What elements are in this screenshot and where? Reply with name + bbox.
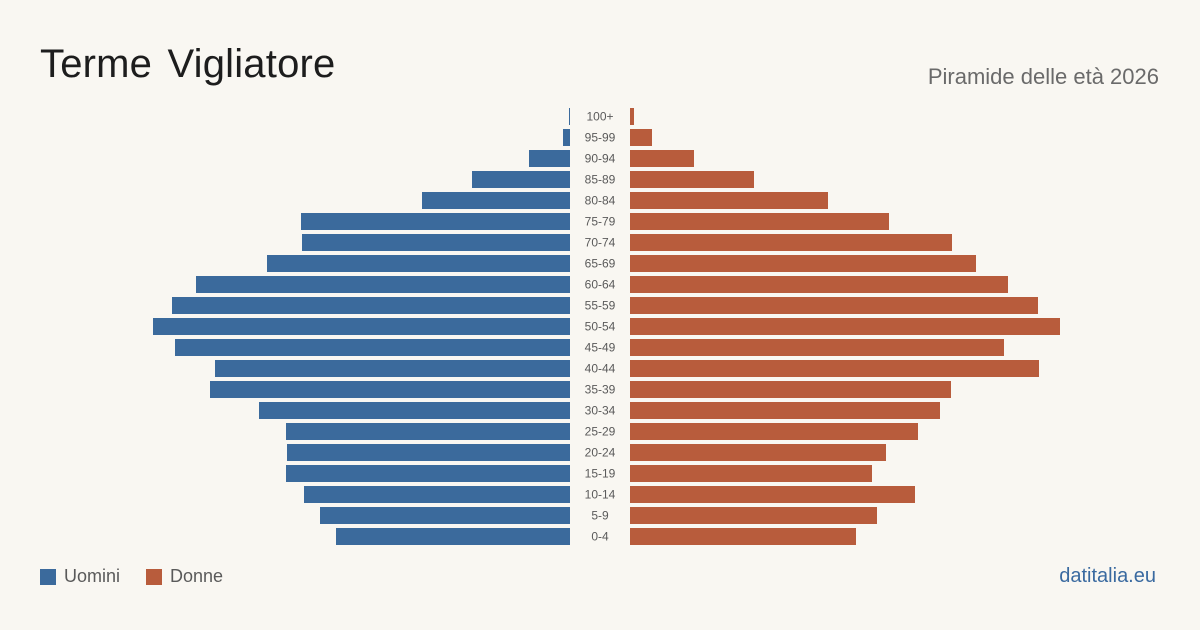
bar-men-10-14 xyxy=(304,486,570,503)
bar-men-85-89 xyxy=(472,171,570,188)
age-label-45-49: 45-49 xyxy=(585,341,616,355)
bar-men-40-44 xyxy=(215,360,570,377)
age-label-0-4: 0-4 xyxy=(591,530,609,544)
bar-men-75-79 xyxy=(301,213,570,230)
bar-women-10-14 xyxy=(630,486,915,503)
chart-legend: Uomini Donne xyxy=(40,566,249,587)
bar-women-85-89 xyxy=(630,171,754,188)
age-label-40-44: 40-44 xyxy=(585,362,616,376)
bar-women-75-79 xyxy=(630,213,889,230)
bar-men-80-84 xyxy=(422,192,570,209)
age-label-100+: 100+ xyxy=(586,110,613,124)
age-label-70-74: 70-74 xyxy=(585,236,616,250)
age-label-15-19: 15-19 xyxy=(585,467,616,481)
page-title: Terme Vigliatore xyxy=(40,42,336,86)
legend-item-women: Donne xyxy=(146,566,223,587)
bar-women-100+ xyxy=(630,108,634,125)
legend-item-men: Uomini xyxy=(40,566,120,587)
age-label-90-94: 90-94 xyxy=(585,152,616,166)
age-label-25-29: 25-29 xyxy=(585,425,616,439)
bar-men-15-19 xyxy=(286,465,570,482)
age-label-80-84: 80-84 xyxy=(585,194,616,208)
brand-link[interactable]: datitalia.eu xyxy=(1059,565,1156,587)
chart-subtitle: Piramide delle età 2026 xyxy=(927,64,1159,89)
bar-women-55-59 xyxy=(630,297,1038,314)
bar-women-90-94 xyxy=(630,150,694,167)
legend-swatch-women xyxy=(146,568,163,585)
bar-men-20-24 xyxy=(287,444,570,461)
bar-men-70-74 xyxy=(302,234,570,251)
bar-men-65-69 xyxy=(267,255,570,272)
bar-men-95-99 xyxy=(563,129,570,146)
age-label-50-54: 50-54 xyxy=(585,320,616,334)
bar-women-5-9 xyxy=(630,507,877,524)
bar-men-90-94 xyxy=(529,150,570,167)
age-label-95-99: 95-99 xyxy=(585,131,616,145)
bar-men-45-49 xyxy=(175,339,570,356)
age-label-30-34: 30-34 xyxy=(585,404,616,418)
bar-women-35-39 xyxy=(630,381,951,398)
age-label-20-24: 20-24 xyxy=(585,446,616,460)
legend-label-women: Donne xyxy=(170,566,224,586)
bar-men-25-29 xyxy=(286,423,570,440)
bar-men-50-54 xyxy=(153,318,570,335)
age-label-10-14: 10-14 xyxy=(585,488,616,502)
bar-men-0-4 xyxy=(336,528,570,545)
bar-men-100+ xyxy=(569,108,570,125)
age-label-55-59: 55-59 xyxy=(585,299,616,313)
bar-men-55-59 xyxy=(172,297,570,314)
bar-men-60-64 xyxy=(196,276,570,293)
bar-women-45-49 xyxy=(630,339,1004,356)
bar-women-15-19 xyxy=(630,465,872,482)
legend-label-men: Uomini xyxy=(64,566,121,586)
bar-women-20-24 xyxy=(630,444,886,461)
bar-women-80-84 xyxy=(630,192,828,209)
bar-women-0-4 xyxy=(630,528,856,545)
age-label-5-9: 5-9 xyxy=(591,509,609,523)
bar-women-40-44 xyxy=(630,360,1039,377)
age-label-65-69: 65-69 xyxy=(585,257,616,271)
bar-men-5-9 xyxy=(320,507,570,524)
age-label-60-64: 60-64 xyxy=(585,278,616,292)
bar-women-50-54 xyxy=(630,318,1060,335)
bar-men-35-39 xyxy=(210,381,570,398)
age-label-35-39: 35-39 xyxy=(585,383,616,397)
bar-women-65-69 xyxy=(630,255,976,272)
bar-women-95-99 xyxy=(630,129,652,146)
bar-women-60-64 xyxy=(630,276,1008,293)
bar-women-25-29 xyxy=(630,423,918,440)
legend-swatch-men xyxy=(40,568,56,585)
bar-women-30-34 xyxy=(630,402,940,419)
bar-men-30-34 xyxy=(259,402,570,419)
age-label-85-89: 85-89 xyxy=(585,173,616,187)
age-label-75-79: 75-79 xyxy=(585,215,616,229)
bar-women-70-74 xyxy=(630,234,952,251)
